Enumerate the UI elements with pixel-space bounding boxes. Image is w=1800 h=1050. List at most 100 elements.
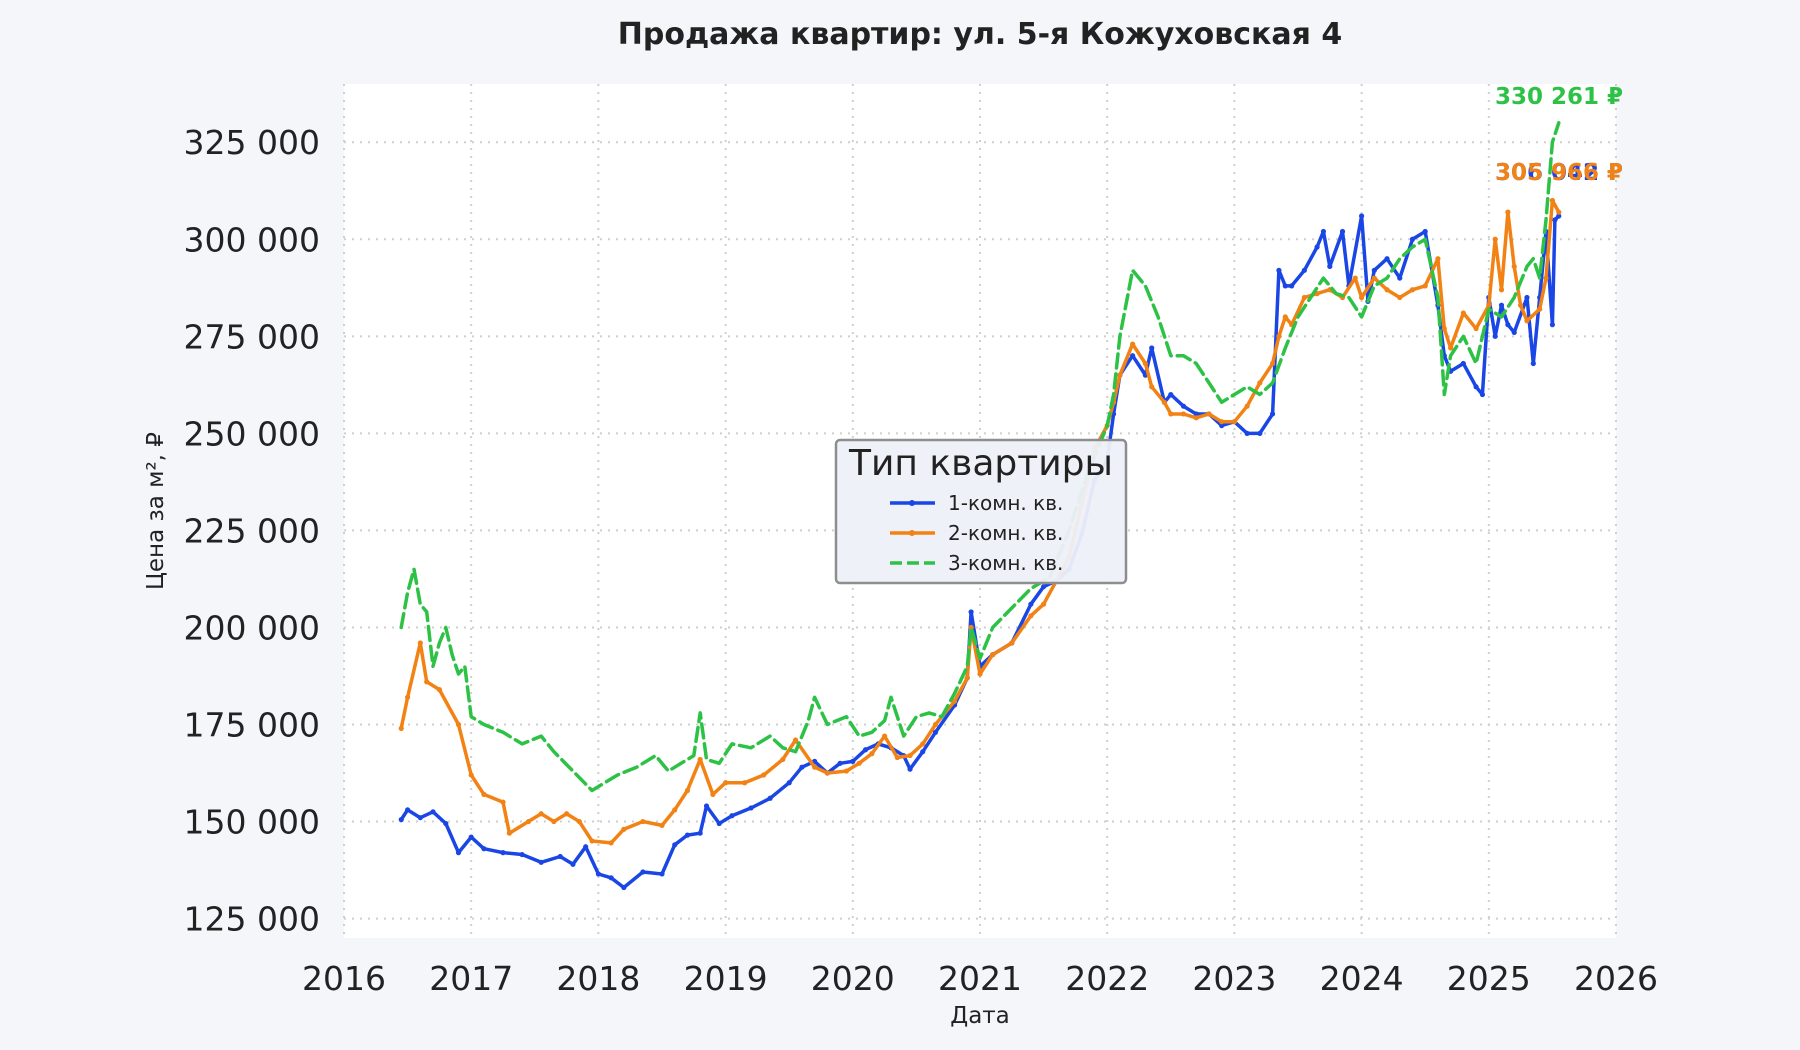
data-point [824,770,830,776]
data-point [907,766,913,772]
data-point [1422,228,1428,235]
data-point [436,686,442,693]
x-tick-label: 2019 [684,959,768,998]
data-point [1180,403,1187,409]
data-point [748,805,754,811]
data-point [1524,294,1530,301]
data-point [608,875,614,881]
chart-title: Продажа квартир: ул. 5-я Кожуховская 4 [618,17,1342,52]
data-point [672,842,678,848]
data-point [1549,322,1555,328]
series-line-3 [399,121,1561,793]
data-point [1552,217,1558,223]
data-point [576,818,582,825]
legend-box [834,438,1128,585]
x-tick-label: 2025 [1447,959,1531,998]
data-point [799,764,805,770]
legend: Тип квартиры 1-комн. кв. 2-комн. кв. 3-ком… [834,438,1128,585]
data-point [1314,244,1320,250]
data-point [843,768,850,774]
data-point [862,747,869,753]
data-point [792,737,799,743]
data-point [1289,283,1295,289]
x-tick-label: 2022 [1065,959,1149,998]
data-point [869,751,875,757]
data-point [1257,380,1263,386]
data-point [1460,310,1466,316]
data-point [1384,287,1390,293]
y-tick-label: 325 000 [184,123,320,162]
data-point [468,834,474,840]
data-point [468,772,474,778]
y-tick-label: 275 000 [184,317,320,356]
data-point [812,764,818,770]
y-tick-label: 150 000 [184,803,320,842]
data-point [1276,333,1282,339]
data-point [1409,287,1416,293]
data-point [1180,411,1187,417]
data-point [990,652,996,658]
data-point [430,809,436,815]
data-point [455,850,462,856]
data-point [742,780,748,786]
data-point [1556,213,1562,219]
data-point [1339,228,1346,235]
data-point [964,675,970,681]
data-point [1231,419,1237,425]
data-point [1269,360,1276,367]
data-point [564,811,570,817]
y-tick-label: 175 000 [184,706,320,745]
data-point [1257,430,1263,436]
data-point [583,844,589,850]
data-point [405,694,411,700]
x-tick-labels: 2016 2017 2018 2019 2020 2021 2022 2023 2024 2025… [302,959,1658,998]
data-point [767,795,773,801]
y-axis-label: Цена за м², ₽ [143,432,169,590]
data-point [920,741,926,747]
data-point [398,725,404,731]
data-point [557,853,563,860]
data-point [850,758,856,764]
data-point [1511,329,1517,336]
data-point [1409,236,1416,242]
data-point [1130,341,1136,347]
data-point [1193,411,1199,417]
data-point [1130,353,1136,359]
y-tick-label: 300 000 [184,220,320,259]
data-point [1498,302,1505,308]
x-tick-label: 2017 [429,959,513,998]
data-point [570,861,576,867]
data-point [1282,314,1288,320]
x-tick-label: 2021 [938,959,1022,998]
data-point [697,756,703,763]
data-point [417,640,423,646]
data-point [1505,209,1511,215]
x-tick-label: 2020 [811,959,895,998]
data-point [882,733,888,739]
data-point [1473,325,1479,332]
data-point [1441,325,1447,332]
data-point [1161,399,1168,405]
data-point [621,884,627,891]
x-tick-label: 2026 [1574,959,1658,998]
data-point [1549,197,1555,204]
data-point [405,807,411,813]
legend-label-2: 2-комн. кв. [948,521,1063,545]
legend-label-1: 1-комн. кв. [948,491,1063,515]
data-point [1219,423,1225,429]
data-point [1168,391,1174,398]
data-point [780,756,786,763]
data-point [455,721,462,728]
data-point [1142,360,1148,367]
data-point [659,822,665,829]
data-point [894,754,900,761]
data-point [1269,411,1276,417]
legend-title: Тип квартиры [848,443,1113,484]
data-point [1511,263,1517,270]
data-point [525,818,532,825]
data-point [1448,345,1454,351]
data-point [837,760,843,766]
data-point [538,859,544,865]
data-point [659,871,665,877]
data-point [1422,283,1428,289]
